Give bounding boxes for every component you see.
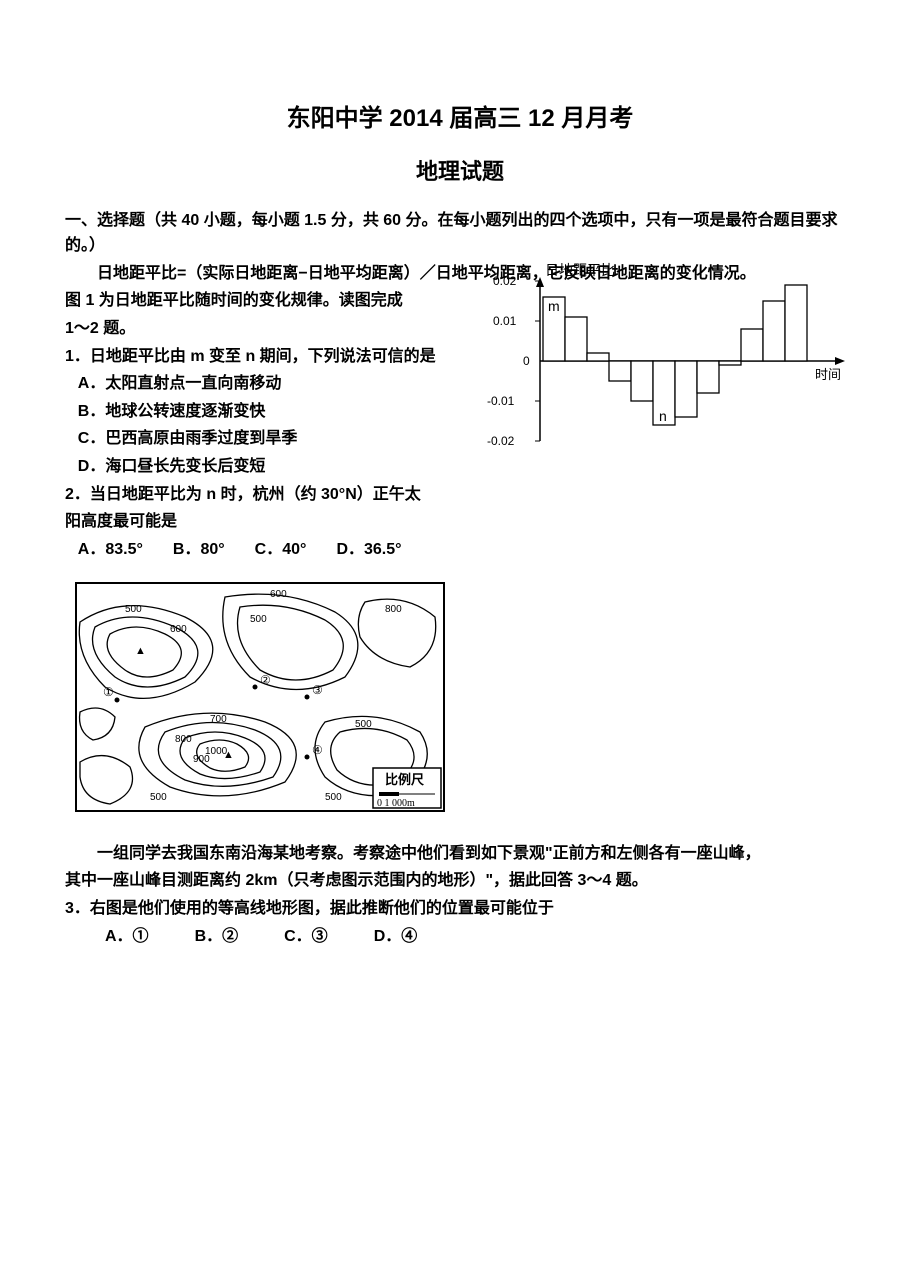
- clabel-600b: 600: [270, 589, 287, 600]
- chart-label-n: n: [659, 408, 667, 424]
- peak-2: ▲: [223, 749, 234, 761]
- intro-2-line1: 一组同学去我国东南沿海某地考察。考察途中他们看到如下景观"正前方和左侧各有一座山…: [65, 841, 855, 867]
- q2-stem-line1: 2．当日地距平比为 n 时，杭州（约 30°N）正午太: [65, 482, 495, 508]
- q3-option-c: C．③: [284, 924, 328, 950]
- marker-3: ③: [312, 683, 323, 697]
- clabel-500d: 500: [150, 792, 167, 803]
- clabel-800a: 800: [385, 604, 402, 615]
- q2-option-a: A．83.5°: [78, 537, 143, 563]
- q1-option-a: A．太阳直射点一直向南移动: [65, 371, 495, 397]
- q2-options-row: A．83.5° B．80° C．40° D．36.5°: [65, 537, 855, 563]
- page-title: 东阳中学 2014 届高三 12 月月考: [65, 100, 855, 138]
- distance-ratio-chart: 日地距平比 时间 0.02 0.01 0 -0.01 -0.02 m n: [485, 261, 855, 451]
- q3-option-d: D．④: [374, 924, 418, 950]
- question-block-1-2: 日地距平比=（实际日地距离−日地平均距离）／日地平均距离，它反映日地距离的变化情…: [65, 261, 855, 563]
- q1-left-text: 图 1 为日地距平比随时间的变化规律。读图完成 1～2 题。 1．日地距平比由 …: [65, 288, 495, 507]
- chart-label-m: m: [548, 298, 560, 314]
- scale-bar-text: 0 1 000m: [377, 798, 415, 809]
- clabel-800b: 800: [175, 734, 192, 745]
- q1-option-d: D．海口昼长先变长后变短: [65, 454, 495, 480]
- clabel-500e: 500: [325, 792, 342, 803]
- ytick-0: 0.02: [493, 274, 517, 288]
- q3-options-row: A．① B．② C．③ D．④: [65, 924, 855, 950]
- q2-option-d: D．36.5°: [336, 537, 401, 563]
- topographic-map: 500 600 600 500 800 700 800 900 1000 500…: [75, 582, 445, 812]
- ytick-1: 0.01: [493, 314, 517, 328]
- chart-y-arrow: [536, 277, 544, 287]
- marker-2: ②: [260, 673, 271, 687]
- intro-1-line3: 1～2 题。: [65, 316, 495, 342]
- ytick-4: -0.02: [487, 434, 515, 448]
- q1-option-c: C．巴西高原由雨季过度到旱季: [65, 426, 495, 452]
- peak-1: ▲: [135, 645, 146, 657]
- chart-xlabel: 时间: [815, 367, 841, 382]
- q2-option-c: C．40°: [255, 537, 307, 563]
- section-1-header: 一、选择题（共 40 小题，每小题 1.5 分，共 60 分。在每小题列出的四个…: [65, 208, 855, 259]
- scale-label: 比例尺: [385, 772, 424, 787]
- page-subtitle: 地理试题: [65, 154, 855, 189]
- ytick-2: 0: [523, 354, 530, 368]
- marker-1: ①: [103, 685, 114, 699]
- clabel-500c: 500: [355, 719, 372, 730]
- chart-bars: [543, 285, 807, 425]
- clabel-600a: 600: [170, 624, 187, 635]
- ytick-3: -0.01: [487, 394, 515, 408]
- q3-option-a: A．①: [105, 924, 149, 950]
- chart-ylabel: 日地距平比: [545, 263, 615, 279]
- clabel-500a: 500: [125, 604, 142, 615]
- intro-1-line2: 图 1 为日地距平比随时间的变化规律。读图完成: [65, 288, 495, 314]
- clabel-700: 700: [210, 714, 227, 725]
- q2-option-b: B．80°: [173, 537, 225, 563]
- q3-option-b: B．②: [195, 924, 239, 950]
- q2-stem-line2: 阳高度最可能是: [65, 509, 855, 535]
- q1-stem: 1．日地距平比由 m 变至 n 期间，下列说法可信的是: [65, 344, 495, 370]
- q1-option-b: B．地球公转速度逐渐变快: [65, 399, 495, 425]
- clabel-500b: 500: [250, 614, 267, 625]
- q3-stem: 3．右图是他们使用的等高线地形图，据此推断他们的位置最可能位于: [65, 896, 855, 922]
- intro-2-line2: 其中一座山峰目测距离约 2km（只考虑图示范围内的地形）"，据此回答 3～4 题…: [65, 868, 855, 894]
- chart-x-arrow: [835, 357, 845, 365]
- chart-y-ticks: 0.02 0.01 0 -0.01 -0.02: [487, 274, 540, 448]
- marker-4: ④: [312, 743, 323, 757]
